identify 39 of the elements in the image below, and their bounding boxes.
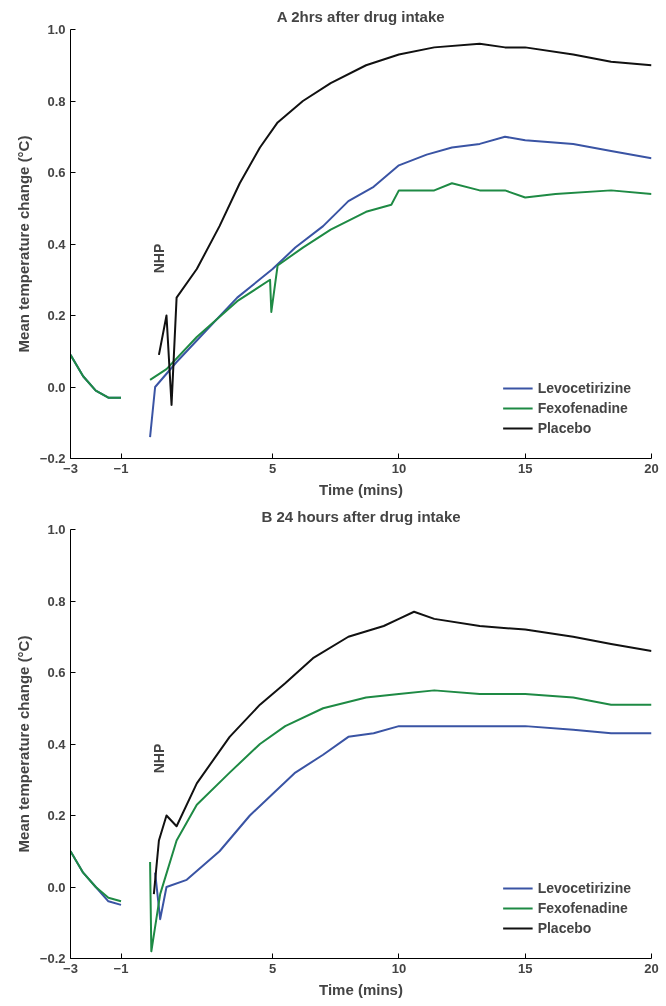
y-tick-label: 0.8 (47, 593, 66, 609)
y-tick-label: 0.2 (47, 808, 66, 823)
x-tick-label: 15 (517, 460, 533, 476)
legend-label: Placebo (537, 920, 592, 936)
legend-label: Fexofenadine (537, 400, 628, 416)
y-tick-label: 0.6 (47, 665, 66, 680)
legend-label: Levocetirizine (537, 380, 631, 396)
legend-label: Levocetirizine (537, 880, 631, 896)
x-tick-label: 5 (268, 460, 277, 476)
x-tick-label: 5 (268, 960, 277, 976)
x-tick-label: 15 (517, 960, 533, 976)
x-tick-label: 20 (644, 960, 659, 976)
x-axis-title: Time (mins) (319, 480, 403, 498)
y-tick-label: 0.0 (47, 879, 66, 895)
annotation: NHP (150, 743, 167, 774)
y-tick-label: 0.8 (47, 93, 66, 109)
y-axis-title: Mean temperature change (°C) (14, 635, 32, 853)
y-tick-label: 1.0 (47, 22, 66, 37)
line-series (152, 610, 652, 896)
x-tick-label: 10 (391, 460, 407, 476)
legend-label: Placebo (537, 420, 592, 436)
x-tick-label: −1 (113, 960, 129, 976)
x-tick-label: 10 (391, 960, 407, 976)
y-tick-label: 0.4 (47, 736, 67, 752)
chart-title: A 2hrs after drug intake (276, 7, 445, 25)
x-axis-title: Time (mins) (319, 980, 403, 998)
y-tick-label: 0.6 (47, 165, 66, 180)
legend-label: Fexofenadine (537, 900, 628, 916)
annotation: NHP (150, 243, 167, 274)
y-tick-label: 1.0 (47, 522, 66, 537)
y-tick-label: 0.4 (47, 236, 67, 252)
x-tick-label: 20 (644, 460, 659, 476)
y-tick-label: −0.2 (39, 951, 66, 966)
y-axis-title: Mean temperature change (°C) (14, 135, 32, 353)
x-tick-label: −1 (113, 460, 129, 476)
chart-title: B 24 hours after drug intake (261, 507, 461, 525)
y-tick-label: 0.0 (47, 379, 66, 395)
y-tick-label: 0.2 (47, 308, 66, 323)
y-tick-label: −0.2 (39, 451, 66, 466)
